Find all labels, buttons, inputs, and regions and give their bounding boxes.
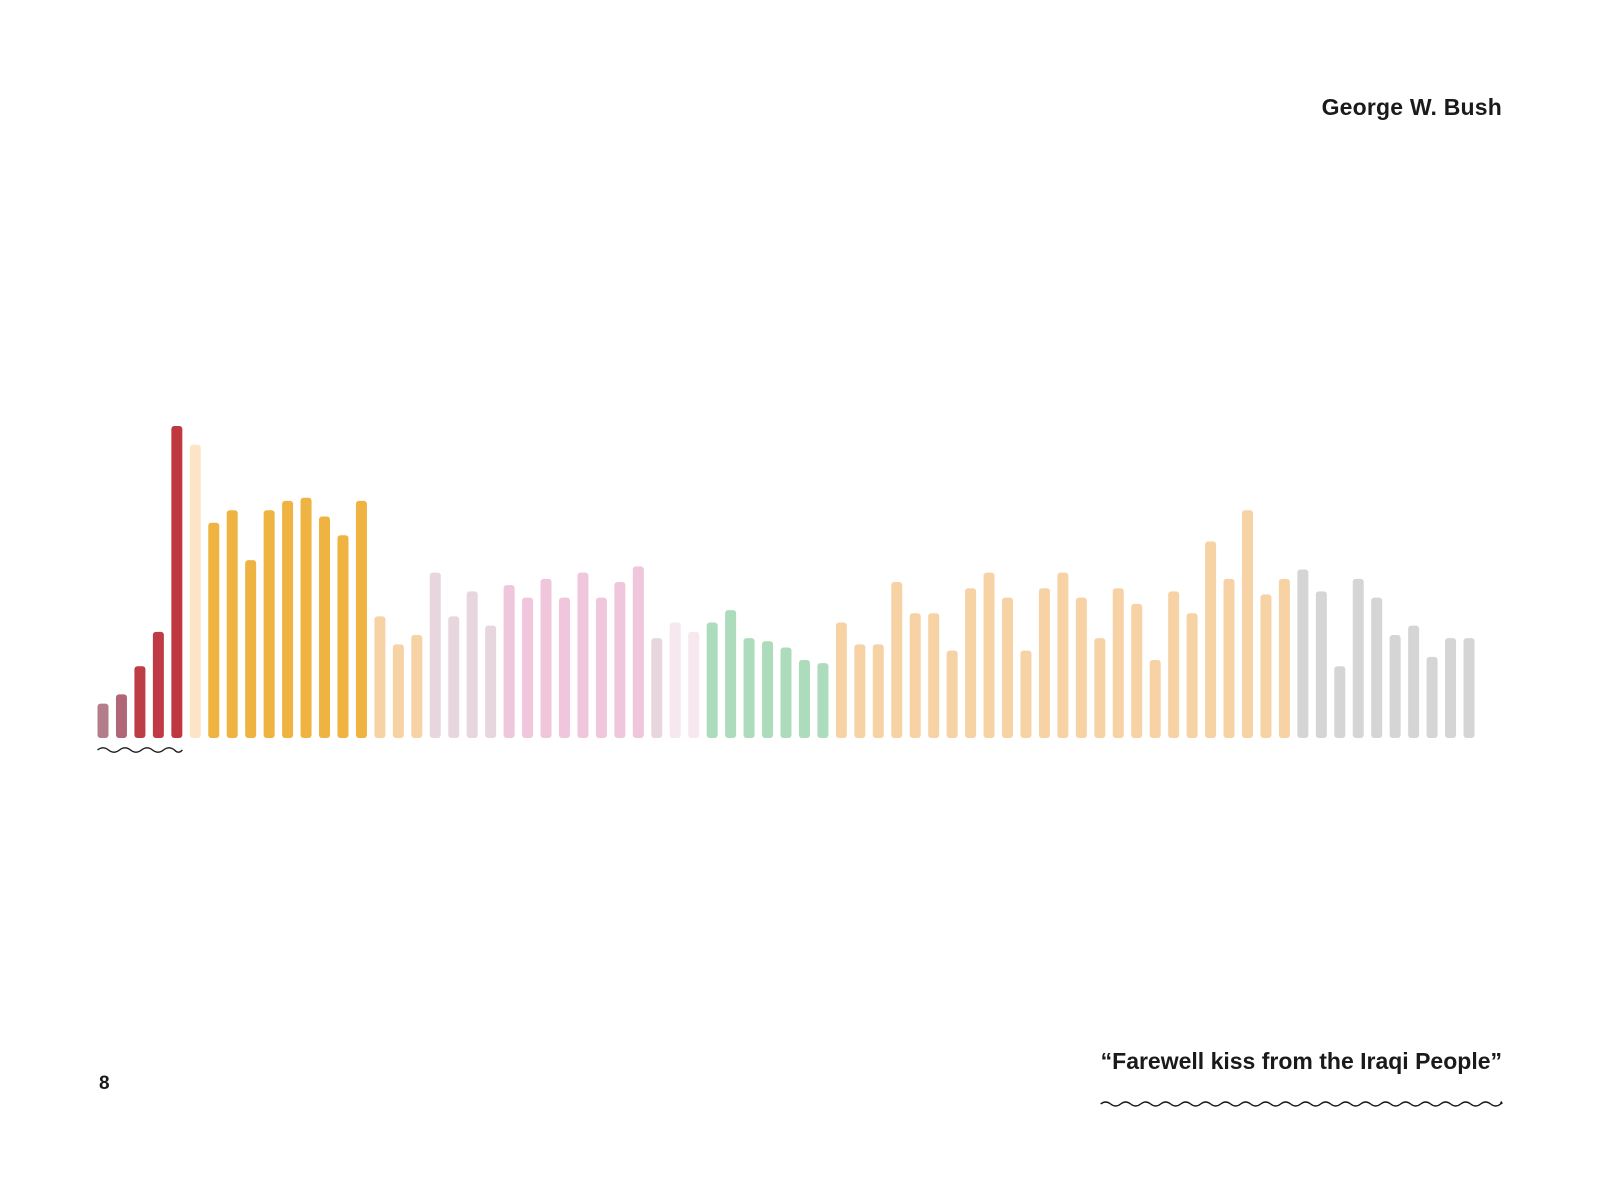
bar-20 bbox=[448, 616, 460, 738]
bar-48 bbox=[965, 588, 977, 738]
quote-caption: “Farewell kiss from the Iraqi People” bbox=[1100, 1048, 1502, 1074]
bar-34 bbox=[706, 622, 718, 738]
bar-29 bbox=[614, 582, 626, 738]
bar-57 bbox=[1131, 603, 1143, 738]
bar-31 bbox=[651, 638, 663, 738]
bar-1 bbox=[97, 703, 109, 738]
bar-44 bbox=[891, 582, 903, 738]
bar-6 bbox=[189, 444, 201, 738]
highlight-underline-squiggle bbox=[97, 747, 183, 753]
chart-bars bbox=[97, 426, 1475, 738]
bar-14 bbox=[337, 535, 349, 738]
bar-75 bbox=[1463, 638, 1475, 738]
bar-8 bbox=[226, 510, 238, 738]
bar-30 bbox=[632, 566, 644, 738]
bar-36 bbox=[743, 638, 755, 738]
bar-32 bbox=[669, 622, 681, 738]
bar-21 bbox=[466, 591, 478, 738]
bar-60 bbox=[1186, 613, 1198, 738]
bar-28 bbox=[595, 597, 607, 738]
bar-35 bbox=[725, 610, 737, 738]
bar-24 bbox=[522, 597, 534, 738]
bar-27 bbox=[577, 572, 589, 738]
bar-58 bbox=[1149, 660, 1161, 738]
bar-23 bbox=[503, 585, 515, 738]
bar-67 bbox=[1315, 591, 1327, 738]
bar-12 bbox=[300, 497, 312, 738]
page-number: 8 bbox=[99, 1073, 110, 1094]
bar-51 bbox=[1020, 650, 1032, 738]
bar-50 bbox=[1002, 597, 1014, 738]
bar-41 bbox=[835, 622, 847, 738]
bar-18 bbox=[411, 635, 423, 738]
bar-40 bbox=[817, 663, 829, 738]
bar-63 bbox=[1241, 510, 1253, 738]
bar-37 bbox=[762, 641, 774, 738]
bar-56 bbox=[1112, 588, 1124, 738]
bar-13 bbox=[319, 516, 331, 738]
bar-10 bbox=[263, 510, 275, 738]
bar-54 bbox=[1075, 597, 1087, 738]
bar-68 bbox=[1334, 666, 1346, 738]
bar-9 bbox=[245, 560, 257, 738]
bar-55 bbox=[1094, 638, 1106, 738]
bar-69 bbox=[1352, 578, 1364, 738]
bar-72 bbox=[1408, 625, 1420, 738]
bar-73 bbox=[1426, 656, 1438, 738]
bar-47 bbox=[946, 650, 958, 738]
bar-22 bbox=[485, 625, 497, 738]
bar-71 bbox=[1389, 635, 1401, 738]
bar-70 bbox=[1371, 597, 1383, 738]
bar-15 bbox=[355, 500, 367, 738]
bar-17 bbox=[392, 644, 404, 738]
bar-46 bbox=[928, 613, 940, 738]
bar-52 bbox=[1038, 588, 1050, 738]
bar-43 bbox=[872, 644, 884, 738]
bar-3 bbox=[134, 666, 146, 738]
bar-49 bbox=[983, 572, 995, 738]
bar-66 bbox=[1297, 569, 1309, 738]
header-name: George W. Bush bbox=[1321, 94, 1502, 120]
quote-underline-squiggle bbox=[1100, 1101, 1503, 1107]
bar-65 bbox=[1278, 578, 1290, 738]
bar-62 bbox=[1223, 578, 1235, 738]
bar-5 bbox=[171, 426, 183, 738]
bar-38 bbox=[780, 647, 792, 738]
bar-61 bbox=[1205, 541, 1217, 738]
bar-11 bbox=[282, 500, 294, 738]
bar-7 bbox=[208, 522, 220, 738]
bar-74 bbox=[1445, 638, 1457, 738]
bar-26 bbox=[558, 597, 570, 738]
bar-4 bbox=[152, 631, 164, 738]
bar-64 bbox=[1260, 594, 1272, 738]
bar-33 bbox=[688, 631, 700, 738]
bar-25 bbox=[540, 578, 552, 738]
bar-53 bbox=[1057, 572, 1069, 738]
bar-59 bbox=[1168, 591, 1180, 738]
bar-2 bbox=[115, 694, 127, 738]
bar-39 bbox=[798, 660, 810, 738]
bar-16 bbox=[374, 616, 386, 738]
bar-45 bbox=[909, 613, 921, 738]
bar-19 bbox=[429, 572, 441, 738]
bar-42 bbox=[854, 644, 866, 738]
